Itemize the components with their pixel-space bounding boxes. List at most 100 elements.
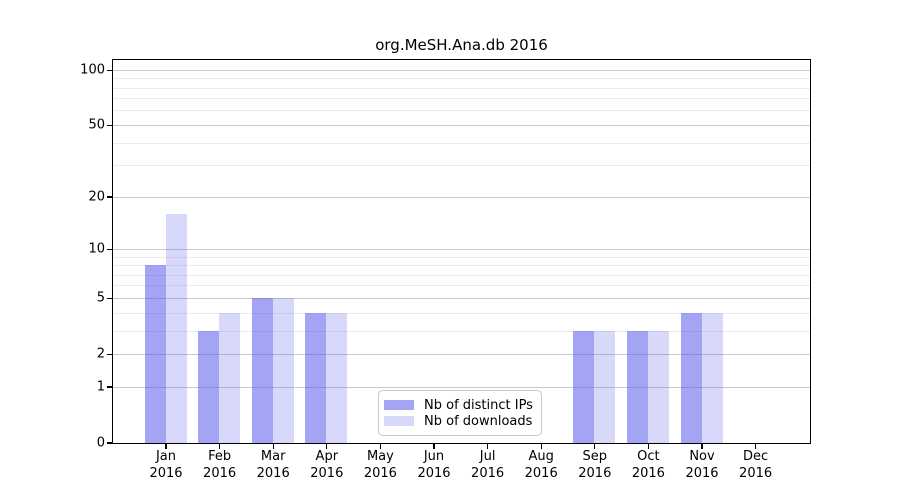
x-tick-year: 2016 xyxy=(363,465,397,481)
x-tick-mark xyxy=(701,444,703,449)
chart-title: org.MeSH.Ana.db 2016 xyxy=(375,36,548,54)
x-tick-mark xyxy=(594,444,596,449)
x-tick-year: 2016 xyxy=(203,465,237,481)
bar-downloads-feb xyxy=(219,312,241,443)
x-tick-label: Aug 2016 xyxy=(509,449,573,482)
gridline-major xyxy=(112,248,810,250)
gridline-minor xyxy=(112,165,810,167)
x-tick-label: Dec 2016 xyxy=(724,449,788,482)
gridline-minor xyxy=(112,256,810,258)
x-tick-year: 2016 xyxy=(149,465,183,481)
x-tick-mark xyxy=(433,444,435,449)
x-tick-month: May xyxy=(366,449,394,464)
bar-downloads-apr xyxy=(326,312,348,443)
gridline-major xyxy=(112,196,810,198)
x-tick-label: May 2016 xyxy=(348,449,412,482)
x-tick-mark xyxy=(540,444,542,449)
x-tick-year: 2016 xyxy=(256,465,290,481)
bar-downloads-nov xyxy=(701,312,723,443)
x-tick-mark xyxy=(754,444,757,449)
gridline-minor xyxy=(112,312,810,314)
bar-downloads-mar xyxy=(272,297,294,443)
x-tick-year: 2016 xyxy=(524,465,558,481)
x-tick-year: 2016 xyxy=(739,465,773,481)
x-tick-year: 2016 xyxy=(631,465,665,481)
gridline-minor xyxy=(112,87,810,89)
y-tick-mark xyxy=(106,69,112,71)
y-tick-label: 20 xyxy=(88,189,105,205)
y-tick-label: 100 xyxy=(80,62,105,78)
x-tick-year: 2016 xyxy=(471,465,505,481)
x-tick-label: Nov 2016 xyxy=(670,449,734,482)
x-tick-month: Jan xyxy=(155,449,177,464)
y-tick-mark xyxy=(106,248,112,250)
legend: Nb of distinct IPs Nb of downloads xyxy=(378,390,542,436)
bar-downloads-sep xyxy=(594,330,616,443)
legend-swatch-distinct-ips xyxy=(384,400,414,410)
x-tick-mark xyxy=(647,444,650,449)
bar-distinct-ips-oct xyxy=(626,330,648,443)
legend-label-distinct-ips: Nb of distinct IPs xyxy=(424,397,533,413)
y-tick-mark xyxy=(106,386,112,388)
x-tick-mark xyxy=(218,444,221,449)
plot-chart-layer xyxy=(112,60,810,443)
y-tick-label: 2 xyxy=(96,346,105,362)
x-tick-label: Sep 2016 xyxy=(563,449,627,482)
gridline-minor xyxy=(112,285,810,287)
gridline-major xyxy=(112,297,810,299)
x-tick-year: 2016 xyxy=(578,465,612,481)
x-tick-label: Feb 2016 xyxy=(188,449,252,482)
gridline-minor xyxy=(112,78,810,80)
x-tick-label: Mar 2016 xyxy=(241,449,305,482)
plot-area xyxy=(111,58,811,444)
y-tick-label: 5 xyxy=(96,290,105,306)
bar-distinct-ips-feb xyxy=(198,330,220,443)
x-tick-month: Dec xyxy=(743,449,769,464)
x-tick-mark xyxy=(326,444,328,449)
x-tick-year: 2016 xyxy=(310,465,344,481)
x-tick-label: Jul 2016 xyxy=(456,449,520,482)
x-tick-mark xyxy=(379,444,382,449)
gridline-major xyxy=(112,69,810,71)
gridline-minor xyxy=(112,110,810,112)
legend-swatch-downloads xyxy=(384,416,414,426)
x-tick-mark xyxy=(165,444,167,449)
x-tick-month: Aug xyxy=(528,449,554,464)
y-tick-mark xyxy=(106,297,112,299)
bar-distinct-ips-nov xyxy=(680,312,702,443)
x-tick-label: Jun 2016 xyxy=(402,449,466,482)
y-tick-label: 10 xyxy=(88,241,105,257)
y-tick-label: 0 xyxy=(96,435,105,451)
x-tick-month: Jul xyxy=(479,449,496,464)
x-tick-month: Jun xyxy=(423,449,445,464)
x-tick-label: Oct 2016 xyxy=(616,449,680,482)
gridline-minor xyxy=(112,274,810,276)
y-tick-mark xyxy=(106,353,112,355)
gridline-minor xyxy=(112,98,810,100)
bar-downloads-jan xyxy=(165,213,187,443)
x-tick-month: Nov xyxy=(689,449,715,464)
x-tick-month: Feb xyxy=(208,449,232,464)
x-tick-mark xyxy=(486,444,489,449)
x-tick-label: Apr 2016 xyxy=(295,449,359,482)
y-tick-mark xyxy=(106,124,112,127)
x-tick-mark xyxy=(272,444,274,449)
y-tick-mark xyxy=(106,442,112,444)
legend-label-downloads: Nb of downloads xyxy=(424,413,533,429)
bar-downloads-oct xyxy=(647,330,669,443)
gridline-major xyxy=(112,386,810,388)
gridline-minor xyxy=(112,142,810,144)
y-tick-mark xyxy=(106,196,112,198)
x-tick-label: Jan 2016 xyxy=(134,449,198,482)
bar-distinct-ips-jan xyxy=(144,265,166,443)
bar-distinct-ips-mar xyxy=(251,297,273,443)
legend-entry-distinct-ips: Nb of distinct IPs xyxy=(384,397,541,413)
gridline-minor xyxy=(112,265,810,266)
gridline-minor xyxy=(112,330,810,332)
y-tick-label: 1 xyxy=(96,379,105,395)
y-tick-label: 50 xyxy=(88,117,105,133)
x-tick-year: 2016 xyxy=(685,465,719,481)
x-tick-month: Sep xyxy=(582,449,608,464)
x-tick-month: Oct xyxy=(637,449,660,464)
